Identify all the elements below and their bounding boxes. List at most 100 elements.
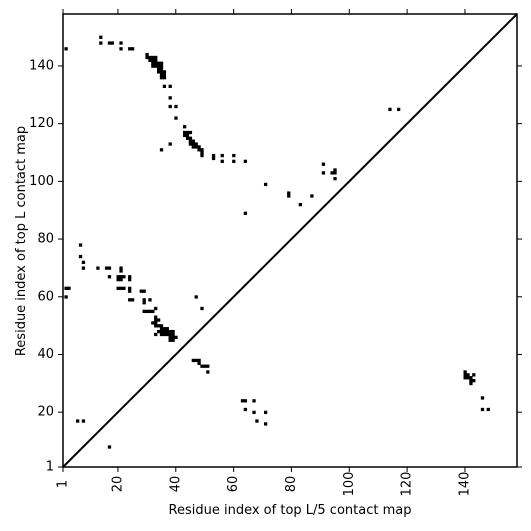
contact-point <box>194 358 198 363</box>
contact-point <box>119 275 123 279</box>
contact-point <box>148 298 152 302</box>
contact-point <box>191 139 195 143</box>
contact-point <box>107 41 112 45</box>
contact-point <box>116 278 120 282</box>
contact-point <box>463 376 467 380</box>
contact-point <box>220 159 224 163</box>
contact-point <box>330 171 334 175</box>
contact-point <box>154 55 158 60</box>
contact-point <box>466 373 470 377</box>
contact-point <box>191 358 195 363</box>
contact-point <box>128 275 132 279</box>
x-tick-label: 20 <box>110 476 125 493</box>
contact-point <box>480 407 485 412</box>
contact-point <box>156 324 161 328</box>
contact-point <box>333 171 337 175</box>
contact-point <box>480 396 485 400</box>
contact-point <box>243 211 248 215</box>
contact-point <box>162 70 167 74</box>
contact-point <box>162 329 167 334</box>
contact-point <box>81 260 86 264</box>
contact-point <box>321 162 326 166</box>
x-tick-label: 80 <box>284 476 299 493</box>
contact-point <box>159 73 164 77</box>
contact-point <box>154 58 158 63</box>
contact-point <box>156 329 161 334</box>
contact-point <box>165 332 169 337</box>
contact-point <box>154 64 158 68</box>
contact-point <box>156 67 161 71</box>
contact-point <box>96 266 100 270</box>
contact-point <box>194 145 198 149</box>
contact-point <box>211 156 216 161</box>
contact-point <box>255 419 259 423</box>
contact-point <box>78 254 83 259</box>
contact-point <box>263 422 268 426</box>
contact-point <box>171 335 175 340</box>
contact-point <box>156 61 161 65</box>
contact-point <box>116 286 120 290</box>
contact-point <box>67 286 71 290</box>
contact-point <box>151 55 155 60</box>
x-axis-label: Residue index of top L/5 contact map <box>169 503 412 518</box>
contact-point <box>298 202 302 207</box>
contact-point <box>159 61 164 65</box>
contact-point <box>243 399 248 403</box>
contact-point <box>154 321 158 325</box>
contact-point <box>104 266 109 270</box>
contact-point <box>333 168 337 172</box>
contact-point <box>154 332 158 337</box>
plot-frame <box>62 13 518 468</box>
contact-point <box>81 419 86 423</box>
contact-point <box>472 373 476 377</box>
contact-point <box>206 370 210 374</box>
contact-point <box>168 104 172 109</box>
contact-point <box>145 55 149 60</box>
contact-point <box>154 318 158 322</box>
contact-point <box>159 332 164 337</box>
contact-point <box>396 107 401 112</box>
contact-point <box>263 182 268 187</box>
contact-point <box>116 275 120 279</box>
contact-point <box>469 376 473 380</box>
diagonal-line <box>62 13 518 468</box>
contact-point <box>321 171 326 175</box>
contact-point <box>188 136 193 140</box>
contact-point <box>240 399 245 403</box>
contact-point <box>142 289 146 293</box>
contact-point <box>156 318 161 322</box>
contact-point <box>64 295 68 299</box>
contact-point <box>107 275 112 279</box>
contact-point <box>154 324 158 328</box>
contact-point <box>469 379 473 383</box>
contact-point <box>139 289 143 293</box>
contact-point <box>185 133 190 138</box>
contact-point <box>183 125 187 129</box>
contact-point <box>151 321 155 325</box>
x-tick-label: 120 <box>400 472 415 497</box>
contact-point <box>156 70 161 74</box>
contact-point <box>171 338 175 342</box>
contact-point <box>168 335 172 340</box>
contact-point <box>119 286 123 290</box>
contact-point <box>388 107 392 112</box>
contact-point <box>130 298 135 302</box>
contact-point <box>252 410 256 415</box>
contact-point <box>287 194 291 198</box>
contact-point <box>122 286 126 290</box>
contact-point <box>148 309 152 314</box>
contact-point <box>171 332 175 337</box>
x-tick-label: 40 <box>168 476 183 493</box>
contact-point <box>200 151 204 155</box>
contact-point <box>128 298 132 302</box>
contact-point <box>168 96 172 100</box>
contact-point <box>99 41 103 45</box>
y-axis-label: Residue index of top L contact map <box>14 126 29 356</box>
contact-point <box>200 148 204 152</box>
contact-point <box>194 295 198 299</box>
contact-point <box>151 61 155 65</box>
contact-point <box>162 84 167 88</box>
contact-point <box>263 410 268 415</box>
